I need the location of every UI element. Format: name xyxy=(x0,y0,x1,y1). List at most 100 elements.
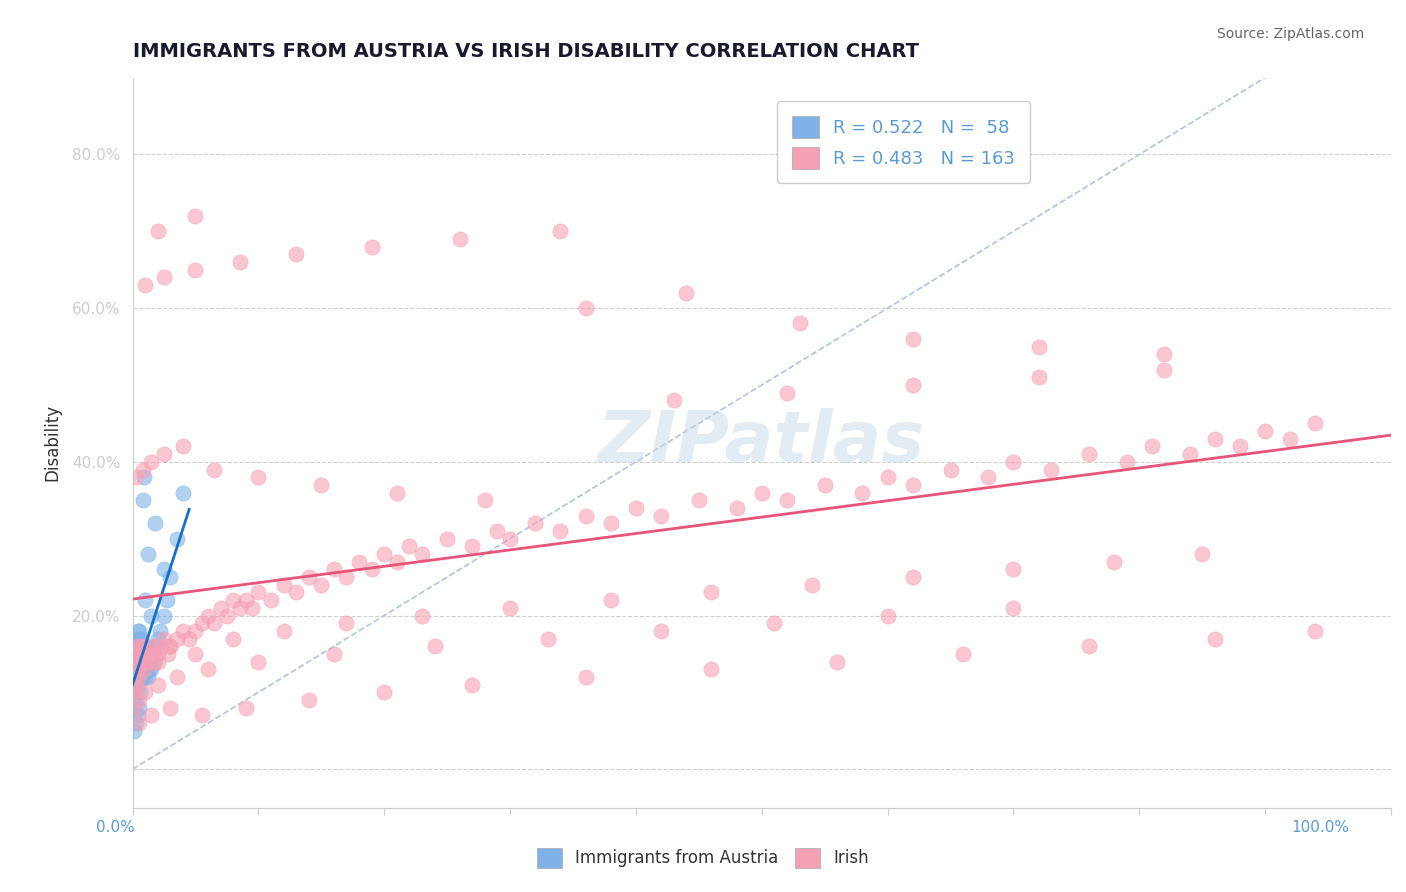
Point xyxy=(136,670,159,684)
Point xyxy=(134,278,156,293)
Point xyxy=(128,670,150,684)
Point xyxy=(146,647,169,661)
Point xyxy=(122,723,145,738)
Point xyxy=(131,662,153,676)
Point xyxy=(122,655,145,669)
Point xyxy=(197,662,219,676)
Point xyxy=(247,470,270,484)
Point xyxy=(1002,600,1025,615)
Point xyxy=(1191,547,1213,561)
Point xyxy=(134,639,156,653)
Point xyxy=(952,647,974,661)
Point xyxy=(125,639,148,653)
Point xyxy=(156,647,179,661)
Point xyxy=(411,547,433,561)
Point xyxy=(131,639,153,653)
Point xyxy=(138,662,160,676)
Point xyxy=(240,600,263,615)
Point xyxy=(285,585,308,599)
Point xyxy=(184,209,207,223)
Point xyxy=(134,685,156,699)
Point xyxy=(1140,440,1163,454)
Point xyxy=(1305,417,1327,431)
Point xyxy=(159,700,181,714)
Y-axis label: Disability: Disability xyxy=(44,404,60,481)
Point xyxy=(179,632,201,646)
Point xyxy=(159,639,181,653)
Point xyxy=(124,647,146,661)
Point xyxy=(335,570,357,584)
Point xyxy=(298,570,321,584)
Point xyxy=(574,508,596,523)
Point xyxy=(776,493,799,508)
Point xyxy=(851,485,873,500)
Point xyxy=(131,670,153,684)
Point xyxy=(550,524,572,538)
Point xyxy=(461,678,484,692)
Point xyxy=(827,655,849,669)
Point xyxy=(751,485,773,500)
Point xyxy=(228,255,250,269)
Point xyxy=(688,493,710,508)
Point xyxy=(139,655,162,669)
Point xyxy=(129,639,152,653)
Point xyxy=(662,393,685,408)
Point xyxy=(436,532,458,546)
Point xyxy=(537,632,560,646)
Point xyxy=(1254,424,1277,438)
Point xyxy=(700,662,723,676)
Point xyxy=(322,647,344,661)
Point xyxy=(215,608,238,623)
Point xyxy=(149,639,172,653)
Point xyxy=(127,655,149,669)
Point xyxy=(190,616,212,631)
Point xyxy=(322,562,344,576)
Point xyxy=(209,600,232,615)
Point xyxy=(247,655,270,669)
Point xyxy=(1028,340,1050,354)
Point xyxy=(901,378,924,392)
Point xyxy=(132,662,155,676)
Point xyxy=(876,608,898,623)
Point xyxy=(172,624,194,638)
Point xyxy=(142,655,165,669)
Point xyxy=(135,647,157,661)
Point xyxy=(499,532,522,546)
Point xyxy=(155,593,177,607)
Point xyxy=(599,593,621,607)
Point xyxy=(153,632,176,646)
Point xyxy=(134,647,156,661)
Point xyxy=(1153,347,1175,361)
Point xyxy=(146,678,169,692)
Point xyxy=(128,647,150,661)
Point xyxy=(142,639,165,653)
Point xyxy=(449,232,471,246)
Point xyxy=(131,647,153,661)
Point xyxy=(373,685,395,699)
Point xyxy=(1229,440,1251,454)
Point xyxy=(202,616,225,631)
Point xyxy=(153,447,176,461)
Point xyxy=(725,500,748,515)
Point xyxy=(789,317,811,331)
Point xyxy=(1102,555,1125,569)
Point xyxy=(153,270,176,285)
Point xyxy=(124,670,146,684)
Point xyxy=(131,655,153,669)
Point xyxy=(901,570,924,584)
Point xyxy=(131,670,153,684)
Point xyxy=(411,608,433,623)
Point xyxy=(125,716,148,731)
Point xyxy=(260,593,283,607)
Point xyxy=(166,670,188,684)
Point xyxy=(139,647,162,661)
Point xyxy=(311,578,333,592)
Point xyxy=(143,639,166,653)
Point xyxy=(1002,455,1025,469)
Point xyxy=(311,478,333,492)
Point xyxy=(247,585,270,599)
Point xyxy=(172,485,194,500)
Point xyxy=(127,647,149,661)
Point xyxy=(763,616,786,631)
Point xyxy=(285,247,308,261)
